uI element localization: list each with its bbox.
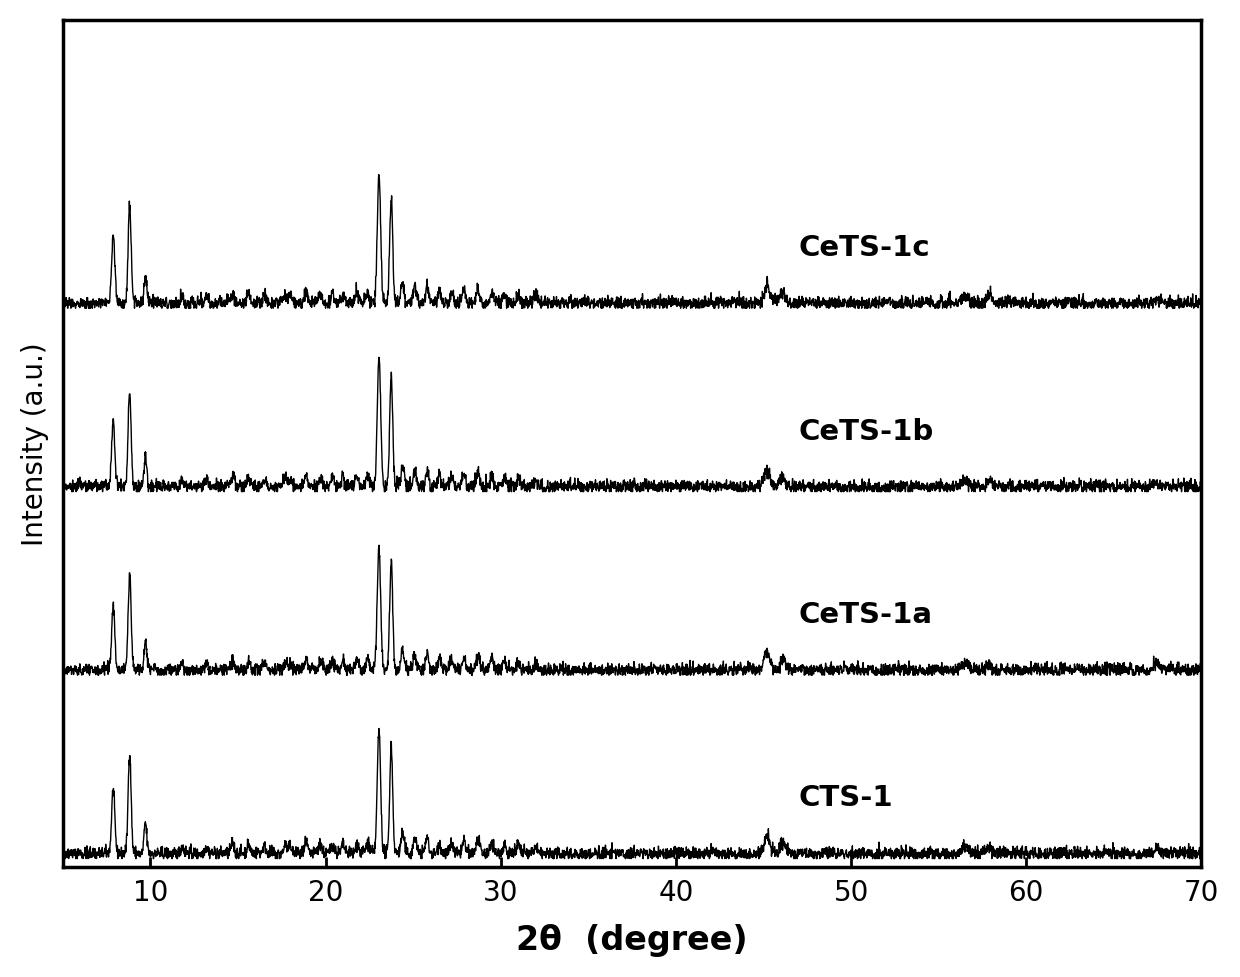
Text: CeTS-1a: CeTS-1a [799,601,932,628]
Text: CeTS-1c: CeTS-1c [799,234,930,262]
Text: CTS-1: CTS-1 [799,784,893,812]
Y-axis label: Intensity (a.u.): Intensity (a.u.) [21,343,48,546]
Text: CeTS-1b: CeTS-1b [799,417,934,446]
X-axis label: 2θ  (degree): 2θ (degree) [516,923,748,956]
